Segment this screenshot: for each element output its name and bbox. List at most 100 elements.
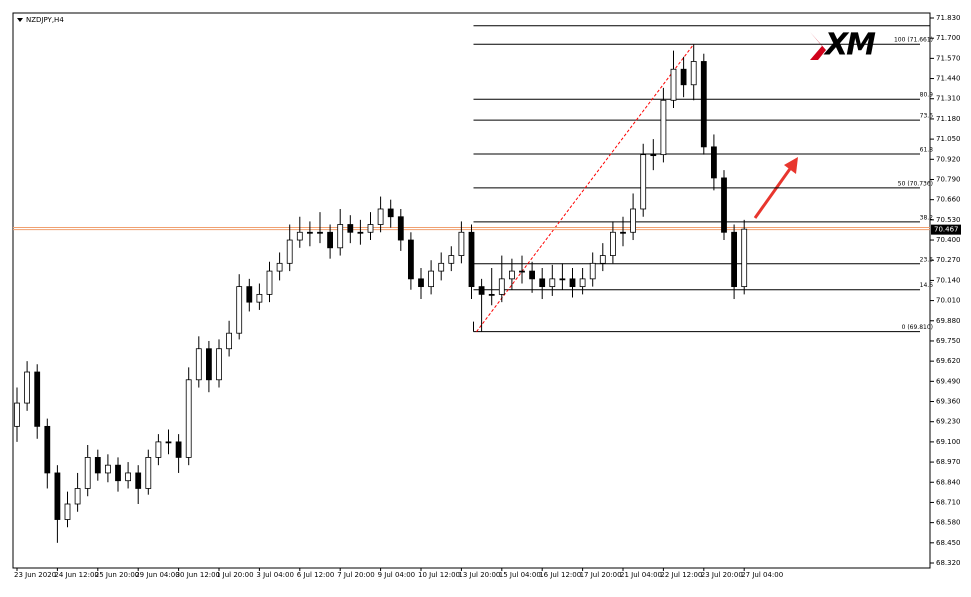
y-tick-label: 68.450: [936, 539, 961, 547]
candle-body: [185, 379, 192, 458]
candle-body: [438, 262, 445, 272]
candle-body: [246, 286, 253, 303]
menu-arrow: [17, 18, 23, 22]
candle-body: [306, 231, 313, 234]
candle-body: [135, 472, 142, 489]
x-tick-label: 29 Jun 04:00: [135, 571, 179, 579]
fib-label: 61.8: [920, 147, 934, 154]
candle-body: [357, 231, 364, 234]
fib-label: 38.2: [920, 214, 934, 221]
y-tick-label: 70.920: [936, 155, 961, 163]
fib-label: 50 (70.736): [898, 180, 933, 187]
y-tick-label: 68.710: [936, 498, 961, 506]
price-label-box: [931, 224, 961, 235]
y-tick-label: 71.050: [936, 135, 961, 143]
y-tick-label: 70.660: [936, 196, 961, 204]
candle-body: [115, 464, 121, 482]
candle-body: [34, 371, 41, 427]
candle-body: [741, 228, 748, 288]
candle-body: [276, 262, 283, 272]
y-tick-label: 70.790: [936, 175, 961, 183]
candle-body: [731, 231, 737, 288]
candle-body: [508, 270, 515, 280]
fib-label: 100 (71.661): [894, 37, 933, 44]
candle-body: [700, 61, 707, 148]
y-tick-label: 69.620: [936, 357, 961, 365]
candle-body: [589, 262, 596, 280]
y-tick-label: 68.970: [936, 458, 961, 466]
y-tick-label: 69.230: [936, 418, 961, 426]
candle-body: [559, 278, 566, 281]
candle-body: [74, 488, 81, 505]
y-tick-label: 68.580: [936, 519, 961, 527]
candle-body: [296, 231, 303, 241]
logo: XM: [823, 28, 876, 63]
candle-body: [347, 224, 354, 233]
candle-body: [14, 402, 20, 427]
y-tick-label: 70.270: [936, 256, 961, 264]
x-tick-label: 6 Jul 12:00: [297, 571, 335, 579]
candle-body: [387, 208, 394, 218]
x-tick-label: 17 Jul 20:00: [580, 571, 622, 579]
fib-label: 80.9: [920, 92, 934, 99]
candle-body: [44, 425, 51, 474]
candle-body: [599, 255, 606, 264]
candle-body: [205, 348, 212, 381]
candle-body: [610, 231, 616, 256]
x-tick-label: 22 Jul 12:00: [660, 571, 702, 579]
logo-mark: [810, 32, 826, 60]
x-tick-label: 16 Jul 12:00: [539, 571, 581, 579]
candle-body: [478, 286, 485, 295]
candle-body: [640, 154, 647, 210]
fib-label: 73.6: [920, 113, 934, 120]
candle-body: [286, 239, 293, 264]
candle-body: [468, 231, 475, 288]
candle-body: [175, 441, 182, 458]
logo-box: [808, 28, 886, 64]
candle-body: [54, 472, 61, 520]
candle-body: [24, 371, 31, 404]
candle-body: [529, 270, 535, 280]
candle-body: [519, 270, 525, 273]
fib-label: 14.6: [920, 282, 934, 289]
candle-body: [195, 348, 202, 381]
y-tick-label: 69.880: [936, 317, 961, 325]
candle-body: [155, 441, 162, 458]
x-tick-label: 9 Jul 04:00: [378, 571, 416, 579]
candle-body: [539, 278, 546, 288]
candle-body: [226, 332, 233, 350]
x-tick-label: 30 Jun 12:00: [176, 571, 220, 579]
y-tick-label: 70.010: [936, 297, 961, 305]
candle-body: [236, 286, 243, 334]
y-tick-label: 71.440: [936, 75, 961, 83]
candle-body: [145, 457, 152, 489]
candle-body: [367, 224, 374, 233]
candle-body: [337, 224, 344, 249]
x-tick-label: 15 Jul 04:00: [499, 571, 541, 579]
y-tick-label: 69.360: [936, 398, 961, 406]
candle-body: [317, 231, 323, 234]
x-tick-label: 10 Jul 12:00: [418, 571, 460, 579]
candle-body: [650, 154, 657, 157]
annotation-arrow: [753, 157, 798, 219]
x-tick-label: 25 Jun 20:00: [95, 571, 139, 579]
candle-body: [721, 177, 727, 233]
x-tick-label: 23 Jun 2020: [14, 571, 56, 579]
y-tick-label: 71.310: [936, 95, 961, 103]
y-tick-label: 68.320: [936, 559, 961, 567]
candle-body: [418, 278, 424, 288]
x-tick-label: 23 Jul 20:00: [701, 571, 743, 579]
candle-body: [620, 231, 626, 234]
candle-body: [569, 278, 576, 288]
y-tick-label: 70.530: [936, 216, 961, 224]
candle-body: [377, 208, 384, 225]
candle-body: [670, 68, 677, 101]
candle-body: [216, 348, 222, 381]
y-tick-label: 69.490: [936, 377, 961, 385]
candle-body: [458, 231, 465, 256]
price-label: 70.467: [934, 226, 959, 234]
x-tick-label: 24 Jun 12:00: [54, 571, 98, 579]
x-tick-label: 21 Jul 04:00: [620, 571, 662, 579]
y-tick-label: 71.180: [936, 115, 961, 123]
candle-body: [680, 68, 687, 86]
